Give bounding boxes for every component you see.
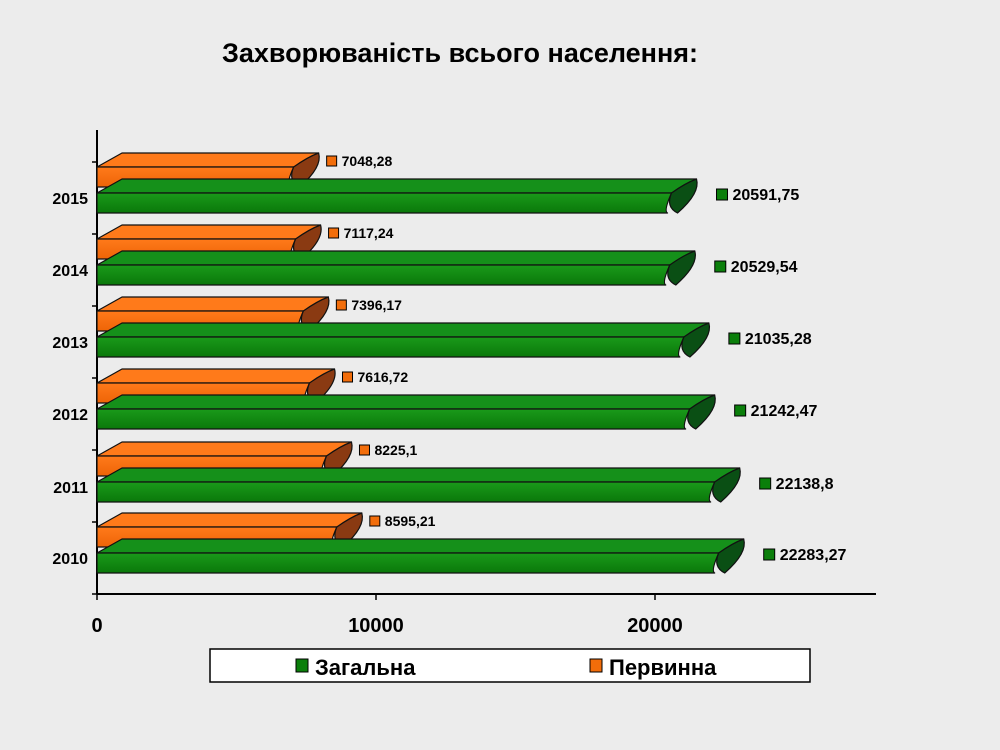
legend-label-zagalna: Загальна bbox=[315, 655, 416, 680]
bar-zagalna-front bbox=[96, 408, 691, 430]
bar-zagalna-cap bbox=[667, 250, 696, 286]
x-tick-label: 0 bbox=[91, 615, 102, 637]
data-label-marker-pervynna bbox=[358, 444, 370, 456]
bar-zagalna-front bbox=[96, 552, 720, 574]
bar-pervynna-top bbox=[96, 152, 320, 168]
data-label-pervynna: 7048,28 bbox=[342, 153, 393, 169]
bar-zagalna-cap bbox=[681, 322, 711, 358]
bar-zagalna bbox=[96, 250, 696, 286]
data-label-marker-zagalna bbox=[714, 260, 727, 273]
bar-zagalna-top bbox=[96, 538, 745, 554]
bar-zagalna bbox=[96, 178, 698, 214]
y-tick-label: 2010 bbox=[52, 551, 88, 568]
data-label-pervynna: 7616,72 bbox=[358, 369, 409, 385]
bar-zagalna-cap bbox=[687, 394, 716, 430]
data-label-zagalna: 22283,27 bbox=[780, 547, 847, 564]
bar-zagalna bbox=[96, 322, 711, 358]
bar-zagalna-front bbox=[96, 192, 673, 214]
x-tick-label: 10000 bbox=[348, 615, 404, 637]
y-tick-label: 2014 bbox=[52, 263, 88, 280]
legend-swatch-zagalna bbox=[295, 658, 309, 673]
bar-pervynna-top bbox=[96, 296, 329, 312]
data-label-marker-pervynna bbox=[342, 371, 354, 383]
y-tick-label: 2015 bbox=[52, 191, 88, 208]
data-label-marker-zagalna bbox=[763, 548, 776, 561]
data-label-pervynna: 8595,21 bbox=[385, 513, 436, 529]
bar-zagalna-front bbox=[96, 481, 716, 503]
bar-zagalna bbox=[96, 467, 741, 503]
data-label-zagalna: 22138,8 bbox=[776, 476, 834, 493]
bar-zagalna bbox=[96, 394, 716, 430]
data-label-marker-zagalna bbox=[728, 332, 741, 345]
legend-swatch-pervynna bbox=[589, 658, 603, 673]
bar-pervynna-top bbox=[96, 441, 353, 457]
bar-zagalna-top bbox=[96, 250, 696, 266]
bar-zagalna-top bbox=[96, 467, 741, 483]
bar-pervynna-top bbox=[96, 224, 322, 240]
data-label-pervynna: 7117,24 bbox=[344, 225, 394, 241]
data-label-marker-zagalna bbox=[716, 188, 729, 201]
data-label-marker-pervynna bbox=[335, 299, 347, 311]
bar-zagalna-front bbox=[96, 264, 671, 286]
data-label-zagalna: 21242,47 bbox=[751, 403, 818, 420]
y-tick-label: 2011 bbox=[53, 480, 88, 497]
data-label-zagalna: 20529,54 bbox=[731, 259, 798, 276]
data-label-zagalna: 21035,28 bbox=[745, 331, 812, 348]
data-label-marker-zagalna bbox=[734, 404, 747, 417]
x-tick-label: 20000 bbox=[627, 615, 683, 637]
bar-zagalna-cap bbox=[668, 178, 698, 214]
legend-box bbox=[209, 648, 811, 683]
bar-zagalna bbox=[96, 538, 745, 574]
bar-zagalna-top bbox=[96, 322, 710, 338]
data-label-pervynna: 7396,17 bbox=[351, 297, 402, 313]
data-label-zagalna: 20591,75 bbox=[733, 187, 800, 204]
bar-zagalna-top bbox=[96, 178, 698, 194]
data-label-marker-pervynna bbox=[369, 515, 381, 527]
bar-zagalna-front bbox=[96, 336, 685, 358]
bar-pervynna-top bbox=[96, 512, 363, 528]
chart-title: Захворюваність всього населення: bbox=[221, 38, 699, 68]
data-label-marker-pervynna bbox=[328, 227, 340, 239]
bar-pervynna-top bbox=[96, 368, 336, 384]
bar-zagalna-cap bbox=[712, 467, 741, 503]
y-tick-label: 2012 bbox=[52, 407, 88, 424]
data-label-pervynna: 8225,1 bbox=[374, 442, 417, 458]
data-label-marker-zagalna bbox=[759, 477, 772, 490]
data-label-marker-pervynna bbox=[326, 155, 338, 167]
bar-zagalna-cap bbox=[716, 538, 745, 574]
bar-zagalna-top bbox=[96, 394, 716, 410]
y-tick-label: 2013 bbox=[52, 335, 88, 352]
legend-label-pervynna: Первинна bbox=[609, 655, 717, 680]
